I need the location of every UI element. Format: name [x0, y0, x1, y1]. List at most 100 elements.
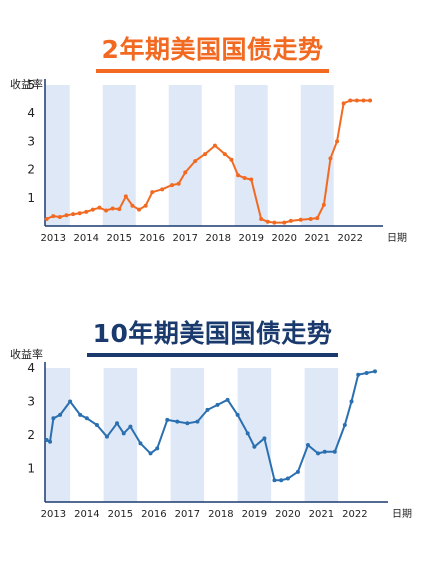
chart-title-wrap: 2年期美国国债走势	[0, 30, 425, 73]
data-point	[94, 422, 99, 427]
data-point	[305, 443, 310, 448]
data-point	[265, 219, 270, 224]
background-band	[304, 368, 339, 502]
background-band	[237, 368, 272, 502]
data-point	[68, 399, 73, 404]
data-point	[165, 417, 170, 422]
x-tick-label: 2018	[206, 233, 231, 244]
data-point	[364, 371, 369, 376]
y-axis-label: 收益率	[10, 348, 43, 361]
data-point	[110, 206, 115, 211]
x-tick-label: 2013	[41, 509, 66, 520]
data-point	[48, 439, 53, 444]
data-point	[285, 476, 290, 481]
data-point	[51, 416, 56, 421]
data-point	[356, 372, 361, 377]
x-tick-label: 2019	[239, 233, 264, 244]
data-point	[259, 216, 264, 221]
background-band	[170, 368, 205, 502]
background-band	[45, 85, 70, 226]
data-point	[321, 202, 326, 207]
x-tick-label: 2014	[74, 509, 99, 520]
data-point	[212, 143, 217, 148]
y-axis-label: 收益率	[10, 78, 43, 91]
background-band	[45, 368, 71, 502]
data-point	[315, 216, 320, 221]
data-point	[155, 446, 160, 451]
data-point	[115, 421, 120, 426]
data-point	[298, 217, 303, 222]
x-tick-label: 2022	[338, 233, 363, 244]
y-tick-label: 4	[27, 106, 35, 120]
data-point	[342, 422, 347, 427]
data-point	[148, 451, 153, 456]
data-point	[183, 170, 188, 175]
x-tick-label: 2018	[208, 509, 233, 520]
x-tick-label: 2019	[242, 509, 267, 520]
data-point	[341, 101, 346, 106]
data-point	[215, 402, 220, 407]
title-underline	[86, 353, 339, 357]
data-point	[236, 173, 241, 178]
data-point	[130, 203, 135, 208]
data-point	[262, 436, 267, 441]
data-point	[123, 194, 128, 199]
chart-plot-10yr: 1 2 3 4 2013 2014 2015 2016 2017 2018 2019 2020 2021…	[27, 361, 412, 520]
data-point	[138, 441, 143, 446]
x-tick-label: 2017	[175, 509, 200, 520]
data-point	[279, 478, 284, 483]
x-tick-label: 2014	[74, 233, 99, 244]
data-point	[316, 451, 321, 456]
data-point	[57, 214, 62, 219]
background-band	[234, 85, 268, 226]
chart-plot-2yr: 1 2 3 4 5 2013 2014 2015 2016 2017 2018 2019 2020 202…	[27, 78, 407, 244]
x-axis-label: 日期	[387, 232, 407, 244]
data-point	[71, 212, 76, 217]
data-point	[97, 205, 102, 210]
data-point	[361, 98, 366, 103]
x-axis-label: 日期	[392, 508, 412, 520]
y-tick-label: 5	[27, 78, 35, 92]
data-point	[143, 203, 148, 208]
data-point	[77, 211, 82, 216]
y-tick-label: 3	[27, 134, 35, 148]
y-tick-label: 3	[27, 395, 35, 409]
chart-title: 2年期美国国债走势	[95, 30, 330, 73]
data-point	[295, 469, 300, 474]
data-point	[222, 152, 227, 157]
data-point	[58, 412, 63, 417]
data-point	[252, 444, 257, 449]
data-point	[44, 438, 49, 443]
y-tick-label: 2	[27, 428, 35, 442]
data-point	[90, 207, 95, 212]
data-point	[44, 216, 49, 221]
data-point	[349, 399, 354, 404]
data-point	[160, 187, 165, 192]
data-point	[84, 209, 89, 214]
data-point	[185, 421, 190, 426]
y-tick-label: 4	[27, 361, 35, 375]
data-point	[150, 190, 155, 195]
x-tick-label: 2020	[272, 233, 297, 244]
y-tick-label: 2	[27, 163, 35, 177]
data-point	[78, 412, 83, 417]
data-point	[372, 369, 377, 374]
data-point	[272, 478, 277, 483]
data-point	[308, 216, 313, 221]
x-tick-label: 2015	[107, 233, 132, 244]
title-underline	[95, 69, 330, 73]
data-point	[249, 177, 254, 182]
background-band	[168, 85, 202, 226]
chart-10yr: 10年期美国国债走势 收益率 1 2 3 4 2013 2014 2015 2016 2017 2…	[0, 310, 425, 540]
data-point	[137, 207, 142, 212]
data-point	[175, 419, 180, 424]
data-point	[322, 449, 327, 454]
data-point	[354, 98, 359, 103]
data-point	[170, 183, 175, 188]
data-point	[117, 207, 122, 212]
y-tick-label: 1	[27, 191, 35, 205]
data-point	[84, 416, 89, 421]
x-tick-label: 2021	[309, 509, 334, 520]
data-point	[348, 98, 353, 103]
data-point	[64, 213, 69, 218]
